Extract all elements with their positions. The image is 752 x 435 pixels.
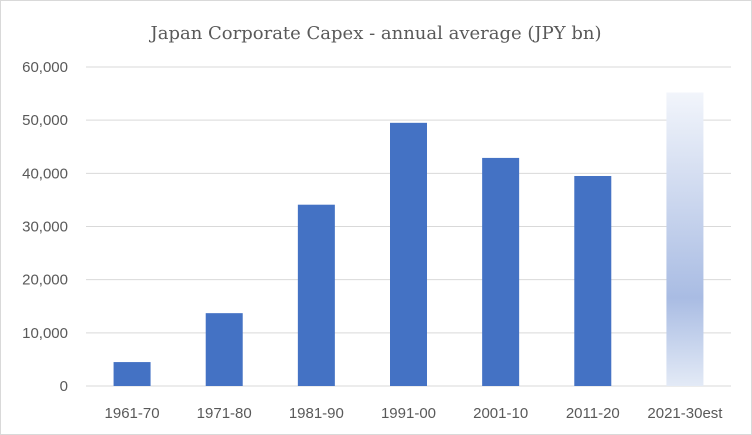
x-tick-label: 2011-20 xyxy=(566,405,620,422)
x-tick-label: 1981-90 xyxy=(289,405,344,422)
y-tick-label: 50,000 xyxy=(22,112,68,129)
y-tick-label: 0 xyxy=(60,378,68,395)
x-tick-label: 2001-10 xyxy=(473,405,528,422)
x-axis-ticks: 1961-70 1971-80 1981-90 1991-00 2001-10 2011-… xyxy=(105,405,724,422)
y-tick-label: 30,000 xyxy=(22,219,68,236)
bar-estimate xyxy=(666,92,704,387)
bar xyxy=(113,362,151,386)
x-tick-label: 1971-80 xyxy=(197,405,252,422)
x-tick-label: 2021-30est xyxy=(647,405,723,422)
x-tick-label: 1991-00 xyxy=(381,405,436,422)
y-tick-label: 60,000 xyxy=(22,59,68,76)
bars xyxy=(113,92,704,387)
bar xyxy=(390,122,427,386)
chart-title: Japan Corporate Capex - annual average (… xyxy=(149,23,602,44)
y-axis-ticks: 0 10,000 20,000 30,000 40,000 50,000 60,000 xyxy=(22,59,68,395)
bar xyxy=(205,313,243,386)
bar xyxy=(297,204,335,386)
y-tick-label: 40,000 xyxy=(22,165,68,182)
x-tick-label: 1961-70 xyxy=(105,405,160,422)
y-tick-label: 10,000 xyxy=(22,325,68,342)
bar xyxy=(482,157,520,386)
bar xyxy=(574,175,612,386)
y-tick-label: 20,000 xyxy=(22,272,68,289)
